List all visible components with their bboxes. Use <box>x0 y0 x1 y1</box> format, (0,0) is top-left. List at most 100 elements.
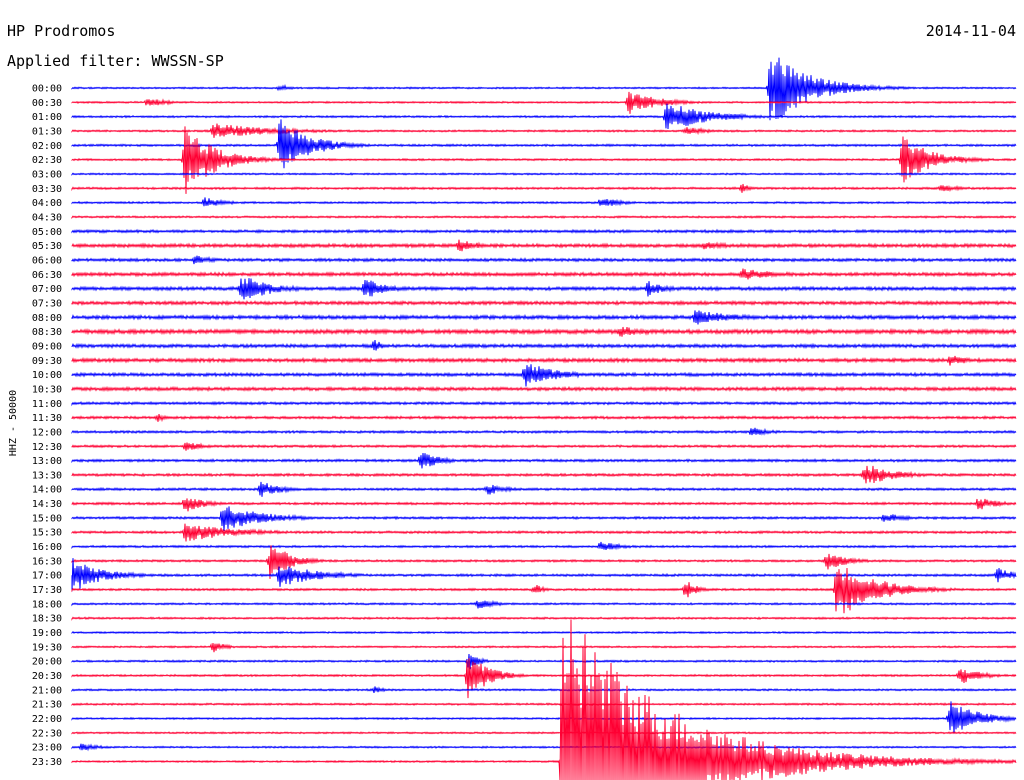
trace-line <box>71 498 1017 512</box>
time-tick-label: 23:30 <box>32 757 62 768</box>
trace-line <box>71 268 1017 280</box>
trace-line <box>71 215 1017 220</box>
time-tick-label: 13:30 <box>32 470 62 481</box>
time-tick-label: 20:30 <box>32 671 62 682</box>
trace-line <box>71 57 1017 121</box>
trace-line <box>71 658 1017 699</box>
trace-line <box>71 442 1017 451</box>
trace-line <box>71 239 1017 252</box>
time-tick-label: 07:30 <box>32 298 62 309</box>
time-tick-label: 12:30 <box>32 442 62 453</box>
trace-line <box>71 400 1017 407</box>
trace-line <box>71 523 1017 542</box>
trace-line <box>71 310 1017 325</box>
time-tick-label: 06:00 <box>32 256 62 267</box>
time-tick-label: 06:30 <box>32 270 62 281</box>
trace-line <box>71 364 1017 387</box>
time-tick-label: 11:00 <box>32 399 62 410</box>
time-tick-label: 02:00 <box>32 141 62 152</box>
time-tick-label: 09:00 <box>32 341 62 352</box>
time-tick-label: 04:00 <box>32 198 62 209</box>
filter-label: Applied filter: WWSSN-SP <box>7 52 224 70</box>
trace-line <box>71 465 1017 484</box>
time-tick-label: 14:00 <box>32 485 62 496</box>
time-tick-label: 18:00 <box>32 599 62 610</box>
trace-line <box>71 119 1017 169</box>
time-tick-label: 19:30 <box>32 642 62 653</box>
trace-line <box>71 340 1017 351</box>
trace-line <box>71 567 1017 614</box>
trace-line <box>71 385 1017 393</box>
time-tick-label: 05:00 <box>32 227 62 238</box>
trace-line <box>71 355 1017 366</box>
trace-line <box>71 481 1017 497</box>
trace-line <box>71 103 1017 130</box>
trace-line <box>71 197 1017 207</box>
trace-line <box>71 452 1017 469</box>
time-tick-label: 18:30 <box>32 614 62 625</box>
time-tick-labels: 00:00 00:30 01:00 01:30 02:00 02:30 03:00 03:30… <box>32 84 62 769</box>
time-tick-label: 04:30 <box>32 213 62 224</box>
trace-line <box>71 172 1017 176</box>
time-tick-label: 08:30 <box>32 327 62 338</box>
time-tick-label: 08:00 <box>32 313 62 324</box>
trace-line <box>71 599 1017 609</box>
time-tick-label: 00:00 <box>32 84 62 95</box>
trace-line <box>71 541 1017 551</box>
trace-line <box>71 702 1017 707</box>
trace-line <box>71 278 1017 300</box>
trace-line <box>71 427 1017 436</box>
trace-line <box>71 653 1017 670</box>
trace-line <box>71 506 1017 531</box>
time-tick-label: 01:30 <box>32 127 62 138</box>
time-tick-label: 09:30 <box>32 356 62 367</box>
time-tick-label: 23:00 <box>32 743 62 754</box>
time-tick-label: 10:30 <box>32 384 62 395</box>
time-tick-label: 21:00 <box>32 685 62 696</box>
trace-group <box>71 57 1017 780</box>
time-tick-label: 13:00 <box>32 456 62 467</box>
trace-line <box>71 326 1017 337</box>
time-tick-label: 15:00 <box>32 513 62 524</box>
time-tick-label: 14:30 <box>32 499 62 510</box>
time-tick-label: 16:30 <box>32 556 62 567</box>
time-tick-label: 11:30 <box>32 413 62 424</box>
time-tick-label: 20:00 <box>32 657 62 668</box>
trace-line <box>71 545 1017 579</box>
time-tick-label: 07:00 <box>32 284 62 295</box>
trace-line <box>71 414 1017 423</box>
time-tick-label: 15:30 <box>32 528 62 539</box>
y-axis-label: HHZ - 50000 <box>8 390 19 456</box>
trace-line <box>71 299 1017 307</box>
time-tick-label: 17:30 <box>32 585 62 596</box>
trace-line <box>71 630 1017 635</box>
trace-line <box>71 91 1017 114</box>
trace-line <box>71 616 1017 621</box>
trace-line <box>71 123 1017 138</box>
trace-line <box>71 743 1017 752</box>
time-tick-label: 00:30 <box>32 98 62 109</box>
time-tick-label: 02:30 <box>32 155 62 166</box>
trace-line <box>71 619 1017 780</box>
time-tick-label: 19:00 <box>32 628 62 639</box>
trace-line <box>71 183 1017 193</box>
time-tick-label: 03:30 <box>32 184 62 195</box>
time-tick-label: 22:30 <box>32 728 62 739</box>
time-tick-label: 03:00 <box>32 170 62 181</box>
station-title: HP Prodromos <box>7 22 115 40</box>
time-tick-label: 16:00 <box>32 542 62 553</box>
time-tick-label: 12:00 <box>32 427 62 438</box>
time-tick-label: 22:00 <box>32 714 62 725</box>
time-tick-label: 17:00 <box>32 571 62 582</box>
trace-line <box>71 701 1017 734</box>
trace-line <box>71 126 1017 194</box>
trace-line <box>71 642 1017 653</box>
trace-line <box>71 228 1017 234</box>
date-label: 2014-11-04 <box>926 22 1016 40</box>
time-tick-label: 21:30 <box>32 700 62 711</box>
time-tick-label: 10:00 <box>32 370 62 381</box>
trace-line <box>71 255 1017 265</box>
trace-line <box>71 686 1017 694</box>
trace-line <box>71 731 1017 735</box>
